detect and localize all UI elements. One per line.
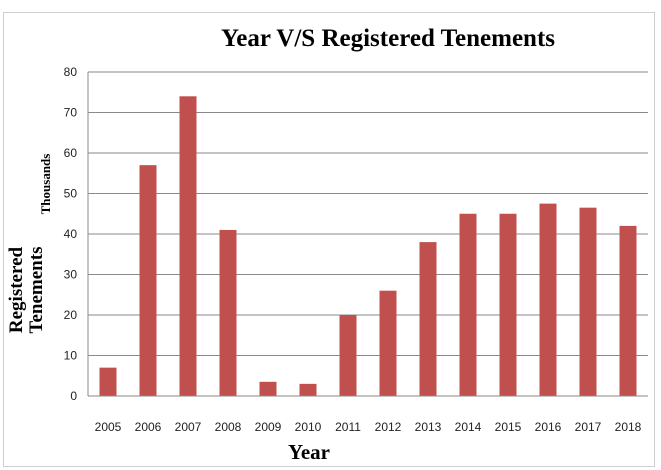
bar-2006 — [139, 165, 157, 396]
x-tick-label: 2005 — [95, 420, 122, 434]
bar-2018 — [619, 225, 637, 396]
cropped-top-strip — [0, 0, 661, 12]
bar-2010 — [299, 383, 317, 396]
x-tick-label: 2011 — [335, 420, 361, 434]
y-tick-label: 10 — [64, 349, 78, 363]
bar-2007 — [179, 96, 197, 397]
x-tick-label: 2006 — [135, 420, 162, 434]
x-tick-label: 2018 — [615, 420, 642, 434]
bar-2016 — [539, 203, 557, 396]
x-axis-title: Year — [288, 440, 330, 464]
y-unit-label: Thousands — [38, 154, 53, 215]
bar-2015 — [499, 213, 517, 396]
bar-2009 — [259, 381, 277, 396]
bar-2012 — [379, 290, 397, 396]
y-tick-label: 80 — [64, 65, 78, 79]
y-tick-label: 60 — [64, 146, 78, 160]
x-tick-label: 2008 — [215, 420, 242, 434]
y-axis-title-line2: Tenements — [26, 247, 47, 334]
y-tick-label: 30 — [64, 268, 78, 282]
gridlines — [88, 71, 648, 356]
bar-2008 — [219, 229, 237, 396]
x-tick-labels: 2005 2006 2007 2008 2009 2010 2011 2012 2013 2014… — [95, 420, 642, 434]
x-tick-label: 2016 — [535, 420, 562, 434]
bar-2014 — [459, 213, 477, 396]
bar-2011 — [339, 315, 357, 396]
x-tick-label: 2017 — [575, 420, 602, 434]
x-tick-label: 2015 — [495, 420, 522, 434]
chart-title: Year V/S Registered Tenements — [221, 25, 555, 52]
x-tick-label: 2009 — [255, 420, 282, 434]
y-tick-labels: 0 10 20 30 40 50 60 70 80 — [64, 65, 78, 403]
y-tick-label: 0 — [70, 389, 77, 403]
x-tick-label: 2014 — [455, 420, 482, 434]
y-tick-label: 70 — [64, 106, 78, 120]
x-tick-label: 2013 — [415, 420, 442, 434]
y-tick-label: 40 — [64, 227, 78, 241]
y-tick-label: 50 — [64, 187, 78, 201]
y-tick-label: 20 — [64, 308, 78, 322]
x-tick-label: 2007 — [175, 420, 202, 434]
x-tick-label: 2010 — [295, 420, 322, 434]
bars — [99, 96, 637, 397]
bar-2013 — [419, 242, 437, 396]
bar-2017 — [579, 207, 597, 396]
bar-2005 — [99, 367, 117, 396]
x-tick-label: 2012 — [375, 420, 402, 434]
y-axis-title-line1: Registered — [6, 246, 27, 333]
